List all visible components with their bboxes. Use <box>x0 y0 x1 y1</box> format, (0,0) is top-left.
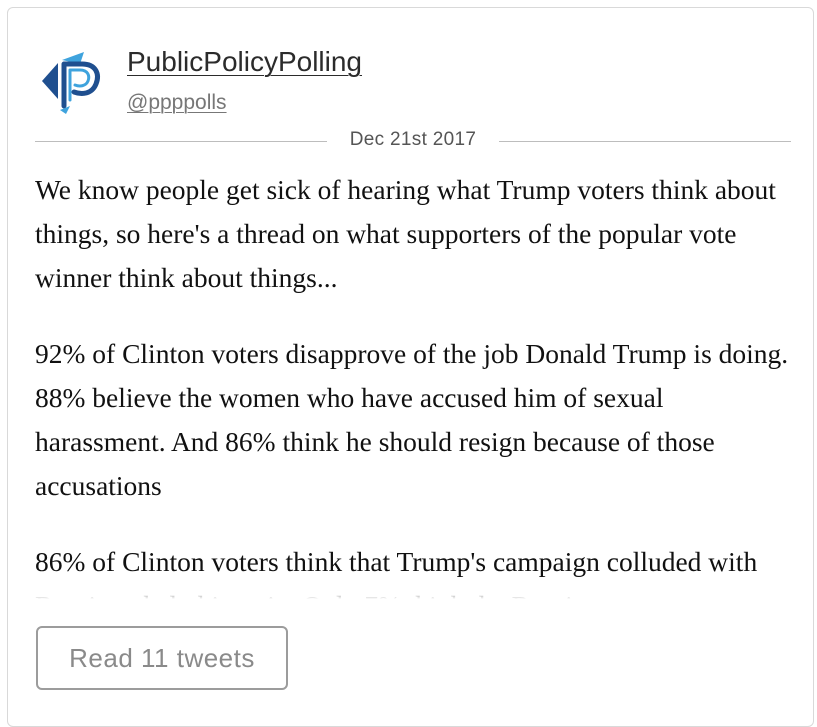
divider-line-right <box>499 141 791 142</box>
tweet-text: 92% of Clinton voters disapprove of the … <box>35 338 789 501</box>
author-name-link[interactable]: PublicPolicyPolling <box>127 46 363 77</box>
thread-card: PublicPolicyPolling @ppppolls Dec 21st 2… <box>7 7 814 727</box>
author-handle-link[interactable]: @ppppolls <box>127 91 227 114</box>
ppp-logo-icon[interactable] <box>40 48 106 114</box>
read-tweets-button[interactable]: Read 11 tweets <box>36 626 288 690</box>
date-divider: Dec 21st 2017 <box>35 126 791 156</box>
divider-line-left <box>35 141 327 142</box>
tweet-text: We know people get sick of hearing what … <box>35 174 776 293</box>
thread-content: We know people get sick of hearing what … <box>35 168 795 599</box>
content-fade <box>35 585 795 599</box>
thread-date: Dec 21st 2017 <box>349 129 477 150</box>
